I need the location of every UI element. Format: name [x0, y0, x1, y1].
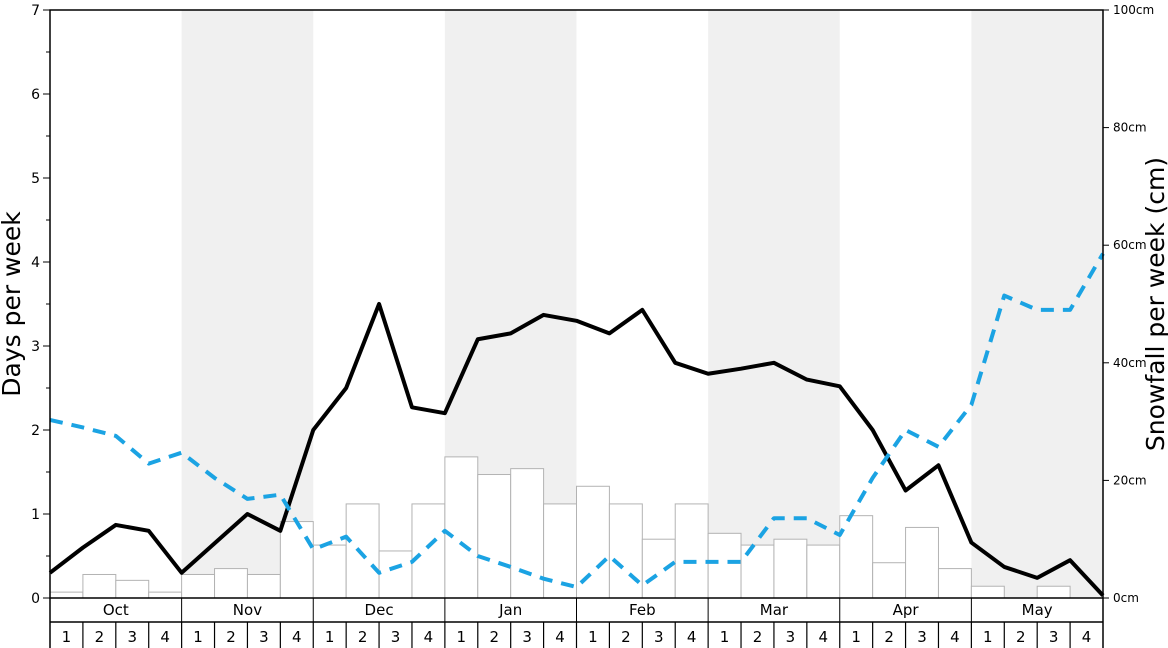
snowfall-bar: [214, 568, 248, 599]
snowfall-bar: [510, 468, 545, 599]
week-label: 1: [720, 628, 730, 646]
y-tick-label: 3: [31, 339, 40, 355]
y-tick-label: 0: [31, 591, 40, 607]
week-label: 3: [391, 628, 401, 646]
week-label: 1: [325, 628, 335, 646]
snowfall-bars: [49, 456, 1071, 599]
week-label: 1: [62, 628, 72, 646]
y-tick-label: 6: [31, 87, 40, 103]
week-label: 4: [555, 628, 565, 646]
snowfall-bar: [872, 562, 907, 599]
snowfall-bar: [378, 550, 413, 599]
week-label: 2: [621, 628, 631, 646]
week-label: 2: [489, 628, 499, 646]
month-shading: [181, 10, 1103, 598]
y2-tick-label: 60cm: [1113, 238, 1147, 252]
day-lines: [48, 252, 1105, 597]
y-tick-label: 4: [31, 255, 40, 271]
y2-tick-label: 80cm: [1113, 121, 1147, 135]
snowfall-bar: [773, 538, 808, 599]
snowfall-bar: [970, 585, 1005, 599]
snowfall-bar: [937, 568, 972, 599]
week-label: 1: [851, 628, 861, 646]
week-label: 4: [292, 628, 302, 646]
y2-axis-label: Snowfall per week (cm): [1141, 157, 1168, 451]
y2-tick-label: 40cm: [1113, 356, 1147, 370]
week-label: 3: [127, 628, 137, 646]
y2-tick-label: 100cm: [1113, 3, 1154, 17]
week-label: 3: [259, 628, 269, 646]
snowfall-bar: [82, 573, 117, 599]
snowfall-bar: [345, 503, 380, 599]
week-label: 4: [1082, 628, 1092, 646]
dashed-series-line: [49, 252, 1105, 590]
week-label: 4: [424, 628, 434, 646]
week-label: 3: [1049, 628, 1059, 646]
snowfall-bar: [115, 579, 150, 599]
snowfall-bar: [707, 532, 742, 599]
month-label: Mar: [760, 601, 789, 619]
week-label: 1: [588, 628, 598, 646]
y2-tick-label: 20cm: [1113, 473, 1147, 487]
week-label: 1: [983, 628, 993, 646]
snowfall-bar: [641, 538, 676, 599]
snowfall-bar: [740, 544, 775, 599]
week-label: 2: [95, 628, 105, 646]
solid-series-line: [48, 302, 1105, 597]
week-label: 3: [786, 628, 796, 646]
month-label: May: [1022, 601, 1053, 619]
snowfall-bar: [839, 515, 874, 599]
snowfall-bar: [49, 591, 84, 599]
week-label: 4: [687, 628, 697, 646]
week-label: 4: [819, 628, 829, 646]
snowfall-bar: [477, 474, 512, 599]
snowfall-bar: [543, 503, 577, 599]
week-label: 2: [884, 628, 894, 646]
y-tick-label: 2: [31, 423, 40, 439]
snowfall-bar: [312, 544, 347, 599]
week-label: 2: [1016, 628, 1026, 646]
snowfall-bar: [608, 503, 643, 599]
week-label: 2: [358, 628, 368, 646]
month-shade-mar: [708, 10, 840, 598]
week-label: 3: [917, 628, 927, 646]
week-label: 4: [160, 628, 170, 646]
week-label: 4: [950, 628, 960, 646]
month-shade-may: [971, 10, 1103, 598]
snowfall-bar: [1036, 585, 1071, 599]
week-label: 2: [753, 628, 763, 646]
snowfall-bar: [246, 573, 281, 599]
week-label: 1: [457, 628, 467, 646]
y-tick-label: 5: [31, 171, 40, 187]
week-label: 3: [522, 628, 532, 646]
y-tick-label: 7: [31, 3, 40, 19]
week-label: 3: [654, 628, 664, 646]
snowfall-bar: [411, 503, 446, 599]
snowfall-bar: [806, 544, 841, 599]
month-shade-nov: [181, 10, 314, 598]
snowfall-bar: [674, 503, 709, 599]
y-axis-label: Days per week: [0, 211, 26, 397]
axis-labels: Days per week Snowfall per week (cm): [0, 157, 1168, 451]
axes: 0 1 2 3 4 5 6 7 0cm 20cm 40cm 60cm 80cm 100cm Oct 1 2 3 4 N…: [31, 3, 1154, 648]
month-label: Apr: [893, 601, 920, 619]
y-tick-label: 1: [31, 507, 40, 523]
snowfall-bar: [279, 521, 314, 599]
snowfall-bar: [148, 591, 183, 599]
y2-tick-label: 0cm: [1113, 591, 1139, 605]
month-label: Jan: [498, 601, 522, 619]
month-label: Nov: [233, 601, 262, 619]
snowfall-bar: [444, 456, 479, 599]
week-label: 1: [193, 628, 203, 646]
snowfall-bar: [181, 573, 216, 599]
week-label: 2: [226, 628, 236, 646]
month-label: Oct: [103, 601, 129, 619]
month-label: Feb: [629, 601, 656, 619]
snowfall-bar: [905, 526, 939, 599]
month-label: Dec: [365, 601, 394, 619]
